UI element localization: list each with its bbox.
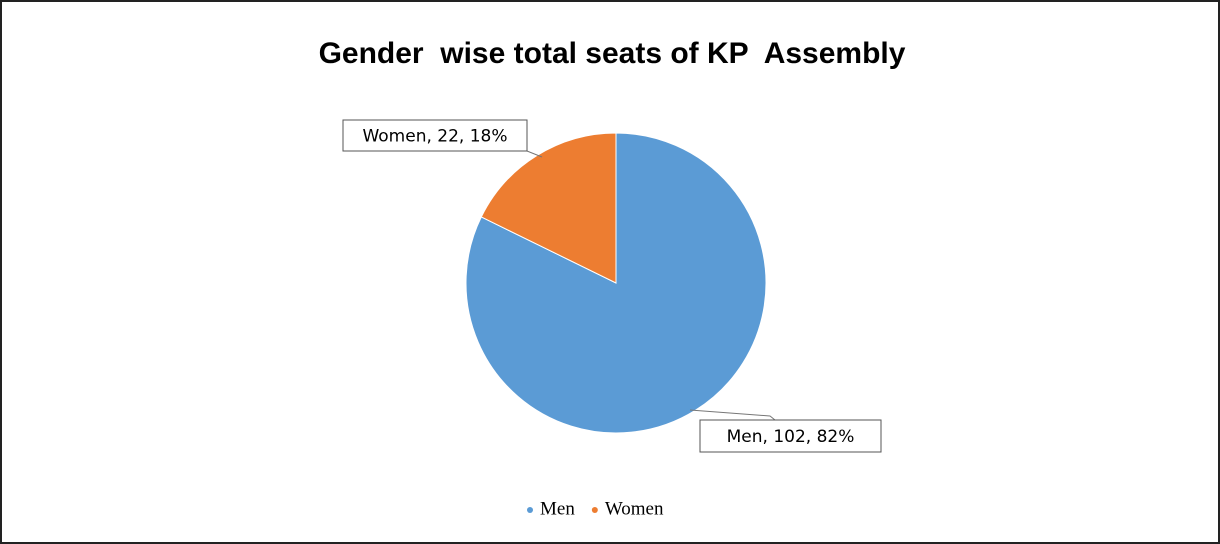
leader-line	[689, 409, 776, 421]
pie-slice	[480, 132, 617, 284]
legend-marker	[527, 507, 533, 513]
chart-title: Gender wise total seats of KP Assembly	[319, 37, 906, 70]
legend-marker	[591, 507, 598, 513]
label-box	[342, 119, 528, 152]
legend-label: Women	[605, 498, 664, 519]
data-label: Men, 102, 82%	[727, 427, 855, 447]
label-box	[699, 419, 882, 453]
data-label: Women, 22, 18%	[362, 127, 507, 147]
legend-label: Men	[540, 498, 575, 519]
leader-line	[526, 150, 543, 158]
